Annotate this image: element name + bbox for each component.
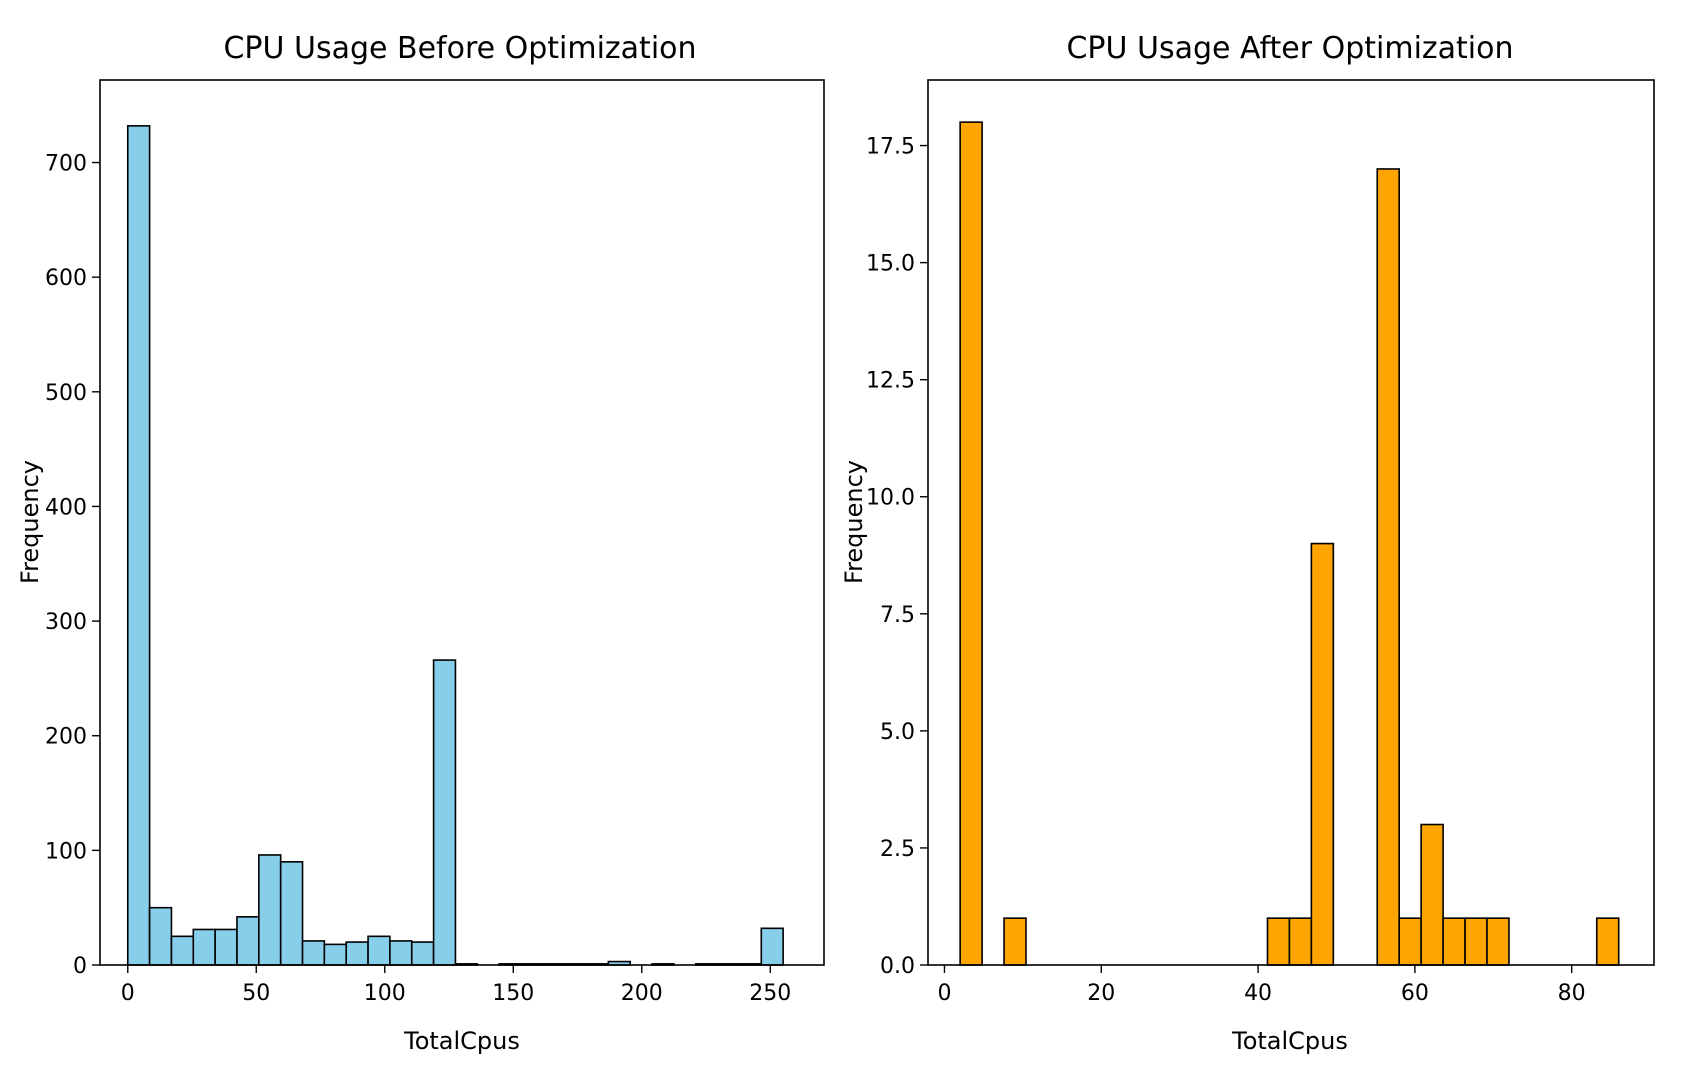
histogram-bar xyxy=(126,125,151,966)
after-optimization-histogram: CPU Usage After Optimization 0 20 40 60 80 0… xyxy=(840,31,1655,1055)
histogram-bar xyxy=(1288,917,1313,966)
before-optimization-histogram: CPU Usage Before Optimization 0 50 100 150 2… xyxy=(16,31,825,1055)
y-tick-label: 700 xyxy=(45,152,87,177)
y-tick-label: 500 xyxy=(45,381,87,406)
histogram-bar xyxy=(1486,917,1510,966)
histogram-bar xyxy=(389,940,413,966)
x-tick-label: 200 xyxy=(621,981,663,1006)
histogram-bar xyxy=(236,916,260,966)
bars xyxy=(126,125,784,966)
y-axis-label: Frequency xyxy=(840,460,868,584)
y-axis-label: Frequency xyxy=(16,460,44,584)
histogram-bar xyxy=(1266,917,1291,966)
histogram-bar xyxy=(367,935,391,966)
histogram-bar xyxy=(1464,917,1488,966)
histogram-bar xyxy=(432,659,457,966)
y-tick-label: 2.5 xyxy=(880,837,915,862)
histogram-bar xyxy=(214,928,238,966)
histogram-bar xyxy=(1376,168,1400,966)
y-axis-ticks: 0.0 2.5 5.0 7.5 10.0 12.5 15.0 17.5 xyxy=(866,135,928,979)
y-tick-label: 400 xyxy=(45,495,87,520)
histogram-bar xyxy=(959,121,983,966)
x-tick-label: 0 xyxy=(121,981,135,1006)
bars xyxy=(959,121,1620,966)
y-tick-label: 15.0 xyxy=(866,252,915,277)
x-axis-label: TotalCpus xyxy=(1231,1027,1348,1055)
histogram-bar xyxy=(410,941,435,966)
x-tick-label: 20 xyxy=(1087,981,1115,1006)
x-axis-ticks: 0 20 40 60 80 xyxy=(937,965,1586,1006)
y-tick-label: 5.0 xyxy=(880,720,915,745)
chart-title: CPU Usage Before Optimization xyxy=(223,31,696,66)
x-tick-label: 100 xyxy=(364,981,406,1006)
x-tick-label: 80 xyxy=(1558,981,1586,1006)
histogram-bar xyxy=(345,941,369,966)
y-tick-label: 17.5 xyxy=(866,135,915,160)
y-axis-ticks: 0 100 200 300 400 500 600 700 xyxy=(45,152,100,979)
histogram-bar xyxy=(1442,917,1466,966)
chart-title: CPU Usage After Optimization xyxy=(1066,31,1513,66)
x-tick-label: 0 xyxy=(937,981,951,1006)
histogram-bar xyxy=(323,943,348,966)
x-tick-label: 60 xyxy=(1401,981,1429,1006)
plot-frame xyxy=(927,79,1655,966)
y-tick-label: 0 xyxy=(73,954,87,979)
x-tick-label: 40 xyxy=(1244,981,1272,1006)
plot-frame xyxy=(99,79,825,966)
x-tick-label: 250 xyxy=(749,981,791,1006)
y-tick-label: 300 xyxy=(45,610,87,635)
y-tick-label: 12.5 xyxy=(866,369,915,394)
histogram-bar xyxy=(170,935,195,966)
y-tick-label: 200 xyxy=(45,725,87,750)
x-axis-label: TotalCpus xyxy=(403,1027,520,1055)
histogram-bar xyxy=(301,940,326,966)
y-tick-label: 7.5 xyxy=(880,603,915,628)
x-axis-ticks: 0 50 100 150 200 250 xyxy=(121,965,791,1006)
y-tick-label: 600 xyxy=(45,266,87,291)
histogram-bar xyxy=(258,854,282,966)
x-tick-label: 150 xyxy=(492,981,534,1006)
histogram-bar xyxy=(148,906,173,966)
histogram-bar xyxy=(760,927,784,966)
histogram-bar xyxy=(1310,542,1335,966)
y-tick-label: 0.0 xyxy=(880,954,915,979)
histogram-bar xyxy=(1595,917,1620,966)
histogram-bar xyxy=(192,928,216,966)
histogram-bar xyxy=(1420,823,1444,966)
histogram-bar xyxy=(1003,917,1027,966)
y-tick-label: 100 xyxy=(45,839,87,864)
histogram-bar xyxy=(279,861,304,966)
x-tick-label: 50 xyxy=(242,981,270,1006)
histogram-bar xyxy=(1398,917,1422,966)
y-tick-label: 10.0 xyxy=(866,486,915,511)
